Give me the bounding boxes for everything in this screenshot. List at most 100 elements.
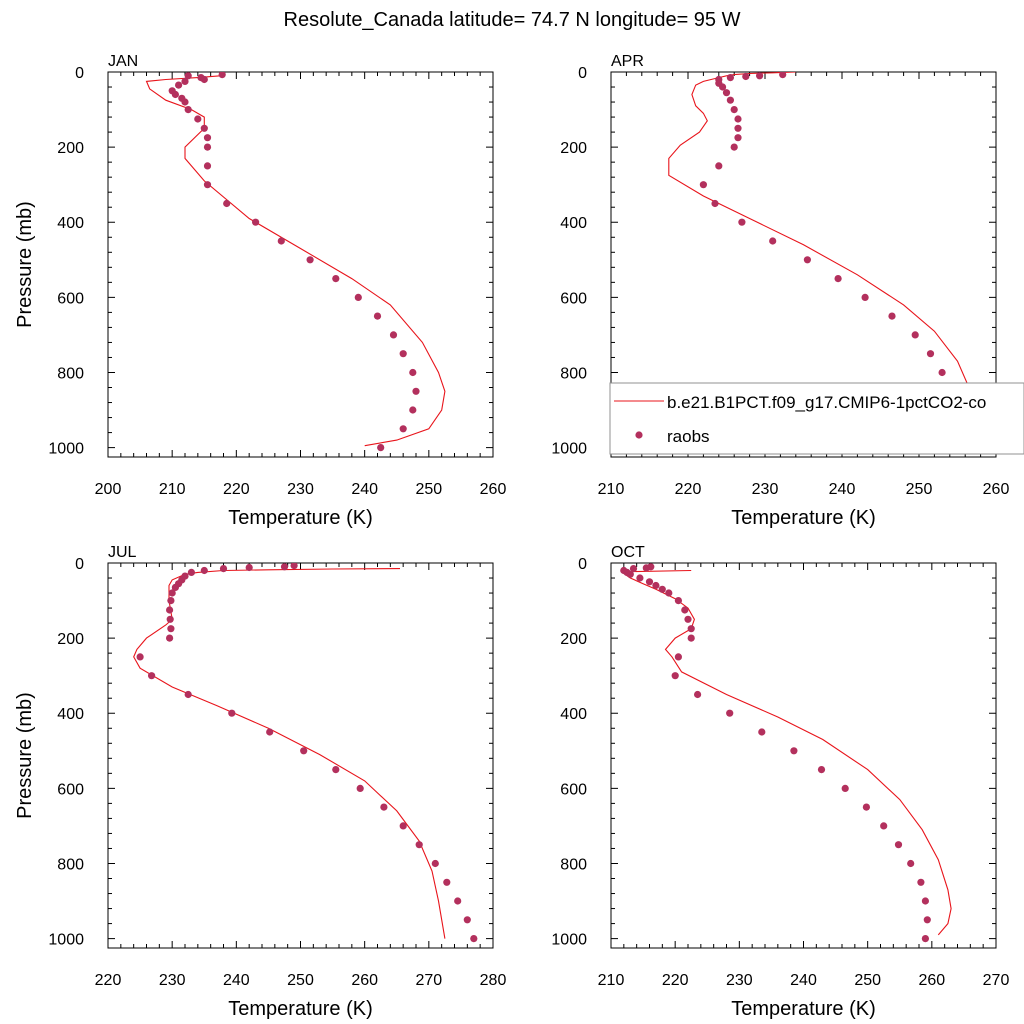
raobs-point [470, 935, 478, 943]
raobs-point [200, 124, 208, 132]
raobs-point [200, 75, 208, 84]
y-tick-label: 800 [560, 365, 587, 382]
data-jan [145, 72, 446, 452]
raobs-point [681, 606, 689, 614]
raobs-point [219, 565, 228, 573]
y-tick-label: 400 [57, 706, 84, 723]
raobs-point [203, 143, 212, 151]
raobs-point [642, 564, 650, 572]
panel-oct: OCT 210 220 230 240 250 260 270 0 200 400 600 800 100… [551, 544, 1009, 1020]
legend: b.e21.B1PCT.f09_g17.CMIP6-1pctCO2-co rao… [609, 382, 1024, 455]
x-tick-label: 230 [726, 972, 753, 989]
x-tick-label: 230 [752, 481, 779, 498]
x-tick-label: 220 [675, 481, 702, 498]
raobs-point [938, 368, 946, 377]
raobs-point [277, 237, 285, 245]
y-tick-label: 600 [57, 781, 84, 798]
raobs-point [166, 606, 174, 614]
plot-frame-oct [610, 562, 997, 949]
x-tick-label: 250 [287, 972, 314, 989]
raobs-point [280, 563, 289, 571]
y-tick-label: 0 [75, 65, 84, 82]
raobs-point [694, 690, 702, 699]
raobs-point [187, 568, 195, 577]
raobs-point [203, 134, 212, 142]
y-tick-label: 0 [578, 65, 587, 82]
x-tick-label: 260 [351, 972, 378, 989]
raobs-point [171, 90, 179, 99]
raobs-point [415, 841, 423, 849]
y-tick-label: 400 [560, 215, 587, 232]
raobs-point [921, 935, 930, 943]
raobs-point [926, 350, 935, 358]
raobs-point [194, 115, 202, 123]
y-axis-title-jul: Pressure (mb) [14, 692, 36, 819]
raobs-point [389, 331, 398, 339]
panel-apr: APR 210 220 230 240 250 260 0 200 400 600 800 1000 Te… [551, 53, 1009, 529]
raobs-point [443, 878, 451, 886]
x-tick-label: 240 [790, 972, 817, 989]
y-tick-label: 0 [75, 556, 84, 573]
legend-obs-label: raobs [667, 427, 710, 446]
figure-title: Resolute_Canada latitude= 74.7 N longitu… [284, 9, 741, 31]
y-tick-label: 1000 [48, 932, 84, 949]
raobs-point [862, 803, 871, 811]
raobs-point [715, 162, 723, 170]
x-tick-label: 240 [223, 972, 250, 989]
y-tick-label: 0 [578, 556, 587, 573]
raobs-point [880, 822, 888, 830]
x-tick-label: 210 [159, 481, 186, 498]
x-axis-title-oct: Temperature (K) [731, 998, 876, 1020]
raobs-point [658, 585, 666, 593]
raobs-point [734, 115, 742, 123]
raobs-point [790, 747, 798, 755]
raobs-point [218, 72, 226, 79]
raobs-point [665, 589, 673, 597]
raobs-point [332, 275, 340, 283]
x-tick-label: 250 [415, 481, 442, 498]
raobs-point [168, 589, 176, 597]
plot-frame-apr [610, 71, 997, 458]
raobs-point [684, 615, 692, 623]
raobs-point [200, 566, 208, 575]
raobs-point [921, 897, 930, 905]
raobs-point [911, 331, 919, 339]
raobs-point [463, 916, 471, 924]
raobs-point [399, 822, 407, 830]
raobs-point [373, 312, 382, 320]
legend-obs-marker [635, 431, 643, 439]
raobs-point [148, 672, 156, 680]
y-tick-label: 400 [57, 215, 84, 232]
raobs-point [332, 766, 340, 774]
raobs-point [730, 106, 738, 114]
raobs-point [803, 256, 812, 264]
raobs-point [300, 747, 308, 755]
raobs-point [252, 218, 260, 226]
raobs-point [454, 897, 462, 905]
raobs-point [645, 578, 654, 586]
y-tick-label: 200 [560, 140, 587, 157]
x-tick-label: 200 [95, 481, 122, 498]
raobs-point [409, 368, 417, 377]
raobs-point [166, 634, 174, 642]
raobs-point [399, 350, 407, 358]
raobs-point [629, 565, 638, 573]
raobs-point [626, 570, 634, 578]
raobs-point [409, 406, 417, 414]
raobs-point [861, 293, 869, 301]
raobs-point [907, 859, 915, 868]
panel-label-jan: JAN [108, 53, 138, 70]
y-tick-label: 800 [57, 365, 84, 382]
raobs-point [687, 625, 695, 633]
y-tick-label: 1000 [48, 441, 84, 458]
raobs-point [136, 653, 144, 661]
raobs-point [726, 74, 735, 82]
raobs-point [726, 709, 734, 717]
raobs-point [181, 98, 189, 106]
x-tick-label: 210 [598, 481, 625, 498]
legend-box [609, 382, 1024, 455]
raobs-point [184, 106, 192, 114]
raobs-point [834, 275, 842, 283]
panel-label-oct: OCT [611, 544, 645, 561]
